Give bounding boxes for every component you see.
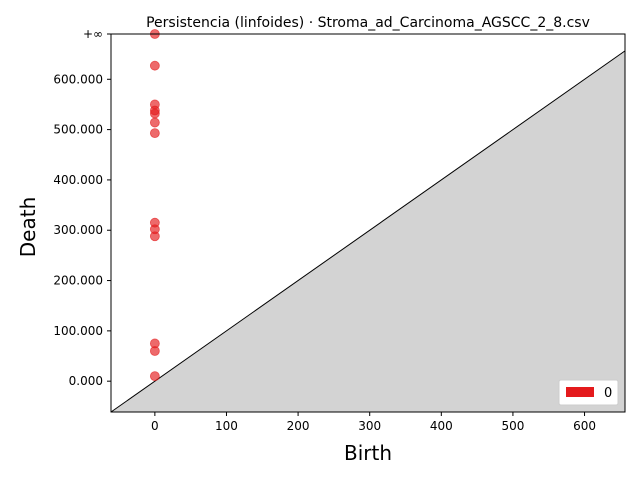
x-tick-label: 500 — [501, 419, 524, 433]
data-point — [149, 128, 160, 139]
legend-swatch — [566, 387, 594, 397]
plot-area — [110, 29, 626, 413]
y-tick-label: +∞ — [83, 27, 103, 41]
x-tick-label: 300 — [358, 419, 381, 433]
chart-title: Persistencia (linfoides) · Stroma_ad_Car… — [146, 15, 590, 31]
data-point — [149, 117, 160, 128]
y-tick-label: 300.000 — [53, 223, 103, 237]
x-tick-label: 200 — [287, 419, 310, 433]
points-layer — [149, 29, 160, 382]
x-axis-label: Birth — [344, 441, 392, 465]
y-tick-label: 200.000 — [53, 274, 103, 288]
x-tick-label: 400 — [430, 419, 453, 433]
y-tick-label: 500.000 — [53, 123, 103, 137]
x-tick-label: 600 — [573, 419, 596, 433]
diagonal-line — [110, 50, 626, 413]
y-tick-label: 0.000 — [69, 374, 103, 388]
data-point — [149, 346, 160, 356]
y-tick-label: 600.000 — [53, 72, 103, 86]
legend-label: 0 — [604, 386, 612, 401]
x-tick-label: 0 — [151, 419, 159, 433]
data-point — [149, 231, 160, 242]
y-tick-label: 100.000 — [53, 324, 103, 338]
plot-frame — [110, 33, 626, 413]
legend: 0 — [558, 379, 619, 406]
x-tick-label: 100 — [215, 419, 238, 433]
x-axis: 0 100 200 300 400 500 600 — [151, 412, 596, 433]
y-axis-label: Death — [16, 197, 40, 257]
data-point — [149, 60, 160, 71]
y-axis: 0.000 100.000 200.000 300.000 400.000 500.000… — [53, 27, 111, 388]
data-point — [149, 108, 160, 119]
data-point — [149, 371, 160, 382]
y-tick-label: 400.000 — [53, 173, 103, 187]
